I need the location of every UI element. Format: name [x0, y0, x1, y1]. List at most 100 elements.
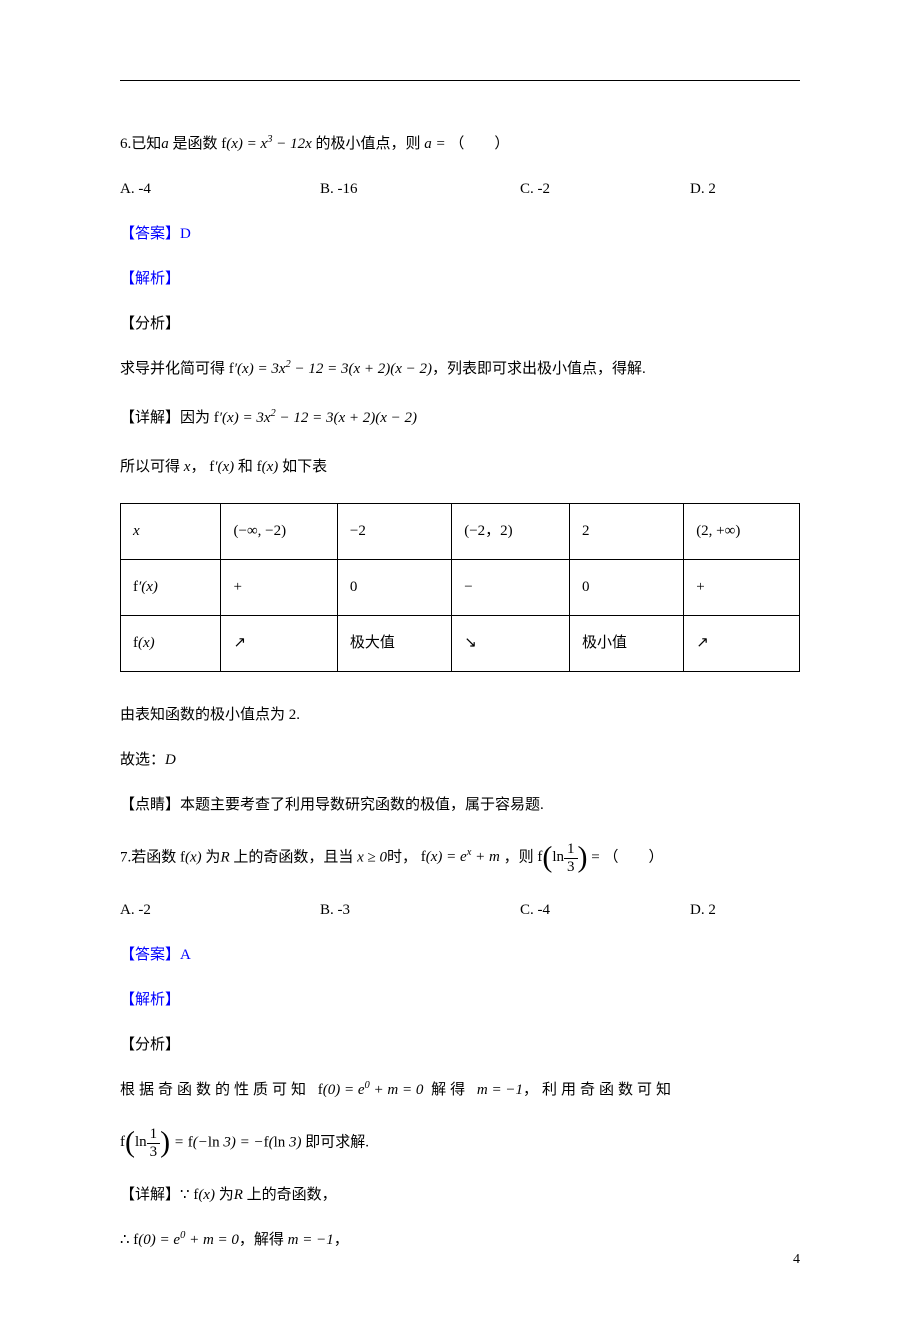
q6-ti-and: 和	[238, 459, 253, 475]
q7-answer-line: 【答案】A	[120, 942, 800, 969]
q6-opt-c: C. -2	[520, 176, 690, 203]
q7-target: f(ln13)	[537, 849, 587, 865]
q6-guxuan-label: 故选：	[120, 752, 165, 768]
cell: (−∞, −2)	[221, 504, 337, 560]
q6-analysis: 求导并化简可得 f′(x) = 3x2 − 12 = 3(x + 2)(x − …	[120, 356, 800, 383]
q6-table: x (−∞, −2) −2 (−2，2) 2 (2, +∞) f′(x) + 0…	[120, 503, 800, 672]
q6-opt-d: D. 2	[690, 176, 716, 203]
q7-expr: f(x) = ex + m	[421, 849, 500, 865]
q6-ti-pre: 所以可得	[120, 459, 180, 475]
cell: +	[221, 560, 337, 616]
q7-d-mid3: ，解得	[239, 1232, 284, 1248]
q6-answer-label: 【答案】	[120, 226, 180, 242]
q7-stem: 7.若函数 f(x) 为R 上的奇函数，且当 x ≥ 0时， f(x) = ex…	[120, 841, 800, 875]
q7-detail-label: 【详解】	[120, 1187, 180, 1203]
q7-d-R: R	[234, 1187, 243, 1203]
q7-an-pre: 根据奇函数的性质可知	[120, 1082, 310, 1098]
q6-options: A. -4 B. -16 C. -2 D. 2	[120, 176, 800, 203]
q7-d-fn: f(x)	[193, 1187, 215, 1203]
cell: 0	[570, 560, 684, 616]
q6-guxuan: 故选：D	[120, 747, 800, 774]
q6-eq: a =	[424, 136, 445, 152]
q6-detail-label: 【详解】因为	[120, 410, 210, 426]
q7-opt-d: D. 2	[690, 897, 716, 924]
q7-l2-post: 即可求解.	[305, 1134, 369, 1150]
q6-ti-post: 如下表	[282, 459, 327, 475]
q7-analysis-line2: f(ln13) = f(−ln 3) = −f(ln 3) 即可求解.	[120, 1126, 800, 1160]
q7-prefix: 7.若函数	[120, 849, 176, 865]
q6-ti-f: f(x)	[257, 459, 279, 475]
q6-answer: D	[180, 226, 191, 242]
q6-var-a: a	[161, 136, 169, 152]
q7-an-m: m = −1	[477, 1082, 523, 1098]
q7-mid2: 上的奇函数，且当	[233, 849, 353, 865]
q7-an-f0: f(0) = e0 + m = 0	[318, 1082, 424, 1098]
q7-l2-lhs: f(ln13)	[120, 1134, 170, 1150]
q7-d-post: ，	[334, 1232, 349, 1248]
q7-options: A. -2 B. -3 C. -4 D. 2	[120, 897, 800, 924]
q6-opt-a: A. -4	[120, 176, 320, 203]
q7-paren: （ ）	[604, 849, 664, 865]
q6-stem: 6.已知a 是函数 f(x) = x3 − 12x 的极小值点，则 a = （ …	[120, 131, 800, 158]
table-row: x (−∞, −2) −2 (−2，2) 2 (2, +∞)	[121, 504, 800, 560]
q7-answer: A	[180, 947, 191, 963]
q6-analysis-post: ，列表即可求出极小值点，得解.	[432, 361, 646, 377]
q6-prefix: 6.已知	[120, 136, 161, 152]
q7-mid4: ，则	[504, 849, 534, 865]
cell: 极大值	[337, 616, 451, 672]
top-rule	[120, 80, 800, 81]
q7-detail-line1: 【详解】∵ f(x) 为R 上的奇函数，	[120, 1182, 800, 1209]
q7-d-f0: f(0) = e0 + m = 0	[133, 1232, 239, 1248]
because-icon: ∵	[180, 1187, 190, 1203]
q6-conclusion: 由表知函数的极小值点为 2.	[120, 702, 800, 729]
q6-fn: f(x) = x3 − 12x	[221, 136, 311, 152]
q7-an-mid: 解得	[431, 1082, 469, 1098]
q6-fenxi: 【分析】	[120, 311, 800, 338]
q7-d-mid2: 上的奇函数，	[247, 1187, 337, 1203]
q6-ti-fp: f′(x)	[209, 459, 234, 475]
q7-mid3: 时，	[387, 849, 417, 865]
q6-table-intro: 所以可得 x， f′(x) 和 f(x) 如下表	[120, 454, 800, 481]
q7-d-m: m = −1	[288, 1232, 334, 1248]
q7-mid1: 为	[205, 849, 220, 865]
cell: (−2，2)	[452, 504, 570, 560]
table-row: f′(x) + 0 − 0 +	[121, 560, 800, 616]
q7-opt-b: B. -3	[320, 897, 520, 924]
q6-ti-c1: ，	[190, 459, 205, 475]
cell: ↘	[452, 616, 570, 672]
q6-answer-line: 【答案】D	[120, 221, 800, 248]
q7-detail-line2: ∴ f(0) = e0 + m = 0，解得 m = −1，	[120, 1227, 800, 1254]
q7-l2-eq: = f(−ln 3) = −f(ln 3)	[174, 1134, 302, 1150]
cell: +	[684, 560, 800, 616]
q7-answer-label: 【答案】	[120, 947, 180, 963]
q6-analysis-expr: f′(x) = 3x2 − 12 = 3(x + 2)(x − 2)	[229, 361, 432, 377]
cell: 极小值	[570, 616, 684, 672]
cell-f: f(x)	[121, 616, 221, 672]
q7-fenxi: 【分析】	[120, 1032, 800, 1059]
q7-analysis-line1: 根据奇函数的性质可知 f(0) = e0 + m = 0 解得 m = −1，利…	[120, 1077, 800, 1104]
q6-detail-expr: f′(x) = 3x2 − 12 = 3(x + 2)(x − 2)	[214, 410, 417, 426]
table-row: f(x) ↗ 极大值 ↘ 极小值 ↗	[121, 616, 800, 672]
cell: −2	[337, 504, 451, 560]
q7-fn: f(x)	[180, 849, 202, 865]
cell: −	[452, 560, 570, 616]
page-number: 4	[793, 1247, 800, 1272]
cell: 2	[570, 504, 684, 560]
therefore-icon: ∴	[120, 1232, 130, 1248]
q7-jiexi: 【解析】	[120, 987, 800, 1014]
q7-an-post: ，利用奇函数可知	[523, 1082, 675, 1098]
q6-jiexi: 【解析】	[120, 266, 800, 293]
q7-d-mid1: 为	[219, 1187, 234, 1203]
q7-R: R	[220, 849, 229, 865]
q6-guxuan-ans: D	[165, 752, 176, 768]
q6-opt-b: B. -16	[320, 176, 520, 203]
q6-mid2: 的极小值点，则	[316, 136, 421, 152]
cell-x: x	[121, 504, 221, 560]
cell: ↗	[684, 616, 800, 672]
q6-detail: 【详解】因为 f′(x) = 3x2 − 12 = 3(x + 2)(x − 2…	[120, 405, 800, 432]
q6-dianjing: 【点睛】本题主要考查了利用导数研究函数的极值，属于容易题.	[120, 792, 800, 819]
q7-opt-a: A. -2	[120, 897, 320, 924]
cell: (2, +∞)	[684, 504, 800, 560]
cell: 0	[337, 560, 451, 616]
cell-fp: f′(x)	[121, 560, 221, 616]
